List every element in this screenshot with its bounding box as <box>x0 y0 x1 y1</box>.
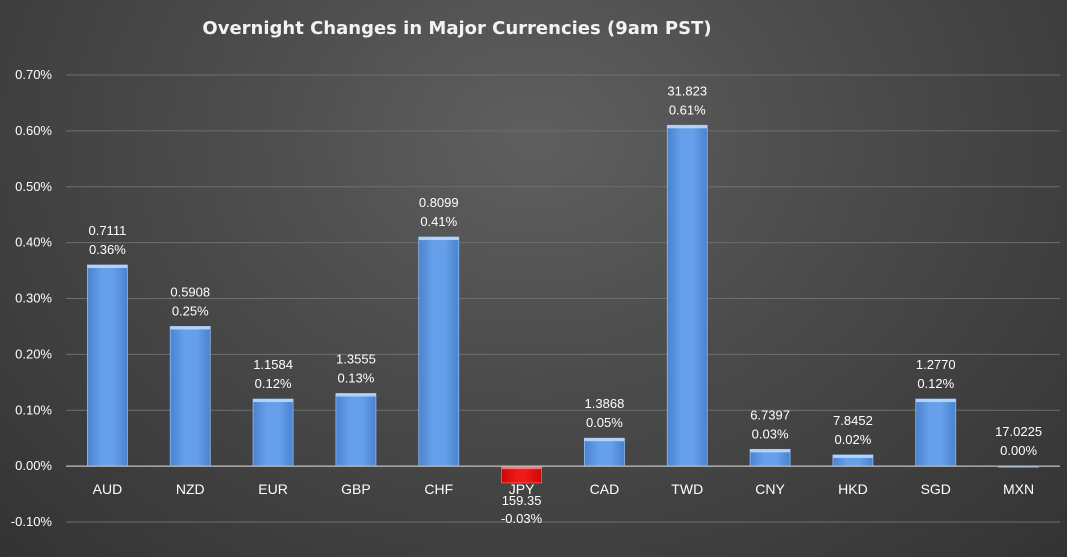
data-label-rate: 0.5908 <box>170 284 210 299</box>
x-tick-label: CAD <box>590 481 620 497</box>
x-tick-label: GBP <box>341 481 371 497</box>
data-label-rate: 159.35 <box>502 493 542 508</box>
data-label-rate: 0.8099 <box>419 195 459 210</box>
bar-highlight <box>750 449 791 453</box>
data-label-percent: 0.36% <box>89 242 126 257</box>
data-label-percent: 0.13% <box>337 370 374 385</box>
y-tick-label: 0.60% <box>15 123 52 138</box>
data-label-percent: 0.02% <box>834 432 871 447</box>
bar-highlight <box>253 399 294 403</box>
data-label-rate: 1.2770 <box>916 357 956 372</box>
x-tick-label: HKD <box>838 481 868 497</box>
chart-title: Overnight Changes in Major Currencies (9… <box>202 18 711 39</box>
data-label-percent: 0.61% <box>669 102 706 117</box>
data-label-percent: 0.25% <box>172 303 209 318</box>
data-label-rate: 7.8452 <box>833 413 873 428</box>
y-tick-label: 0.70% <box>15 67 52 82</box>
bar-gbp <box>335 393 377 467</box>
y-tick-label: 0.10% <box>15 402 52 417</box>
x-tick-label: CHF <box>424 481 453 497</box>
bar-nzd <box>169 326 211 467</box>
x-tick-label: AUD <box>93 481 123 497</box>
data-label-percent: 0.03% <box>752 426 789 441</box>
bar-aud <box>87 264 128 467</box>
data-label-rate: 6.7397 <box>750 407 790 422</box>
bar-highlight <box>667 125 708 129</box>
data-label-rate: 1.1584 <box>253 357 293 372</box>
bar-chf <box>418 236 460 467</box>
bar-eur <box>252 398 294 467</box>
data-label-rate: 1.3555 <box>336 351 376 366</box>
y-tick-label: 0.50% <box>15 179 52 194</box>
bars <box>87 124 1039 484</box>
x-tick-label: MXN <box>1003 481 1034 497</box>
data-label-percent: 0.41% <box>420 214 457 229</box>
x-tick-label: TWD <box>671 481 703 497</box>
y-tick-label: 0.30% <box>15 291 52 306</box>
y-tick-label: 0.40% <box>15 235 52 250</box>
y-tick-label: 0.20% <box>15 346 52 361</box>
bar-highlight <box>832 454 873 458</box>
x-tick-label: JPY <box>509 481 535 497</box>
x-tick-label: SGD <box>921 481 951 497</box>
bar-highlight <box>418 237 459 241</box>
x-tick-label: NZD <box>176 481 205 497</box>
x-axis-category-labels: AUD NZD EUR GBP CHF JPY CAD TWD CNY HKD SGD MXN <box>93 481 1035 497</box>
x-tick-label: EUR <box>258 481 288 497</box>
gridlines <box>66 74 1060 523</box>
bar-highlight <box>335 393 376 397</box>
data-label-rate: 1.3868 <box>585 396 625 411</box>
y-tick-label: 0.00% <box>15 458 52 473</box>
y-axis-tick-labels: -0.10% 0.00% 0.10% 0.20% 0.30% 0.40% 0.50% 0.60… <box>11 67 53 529</box>
bar-highlight <box>501 466 542 470</box>
data-label-percent: -0.03% <box>501 511 543 526</box>
bar-twd <box>666 124 708 467</box>
bar-highlight <box>170 326 211 330</box>
x-tick-label: CNY <box>755 481 785 497</box>
data-label-percent: 0.00% <box>1000 443 1037 458</box>
bar-highlight <box>584 438 625 442</box>
data-label-percent: 0.12% <box>917 376 954 391</box>
data-labels: 0.7111 0.36% 0.5908 0.25% 1.1584 0.12% 1.3555 0… <box>88 83 1042 526</box>
data-label-percent: 0.05% <box>586 415 623 430</box>
bar-highlight <box>915 399 956 403</box>
bar-highlight <box>87 264 128 268</box>
bar-cad <box>584 437 625 467</box>
y-tick-label: -0.10% <box>11 514 53 529</box>
bar-sgd <box>915 398 957 467</box>
data-label-rate: 31.823 <box>667 83 707 98</box>
data-label-rate: 0.7111 <box>88 223 126 238</box>
data-label-percent: 0.12% <box>255 376 292 391</box>
data-label-rate: 17.0225 <box>995 424 1042 439</box>
